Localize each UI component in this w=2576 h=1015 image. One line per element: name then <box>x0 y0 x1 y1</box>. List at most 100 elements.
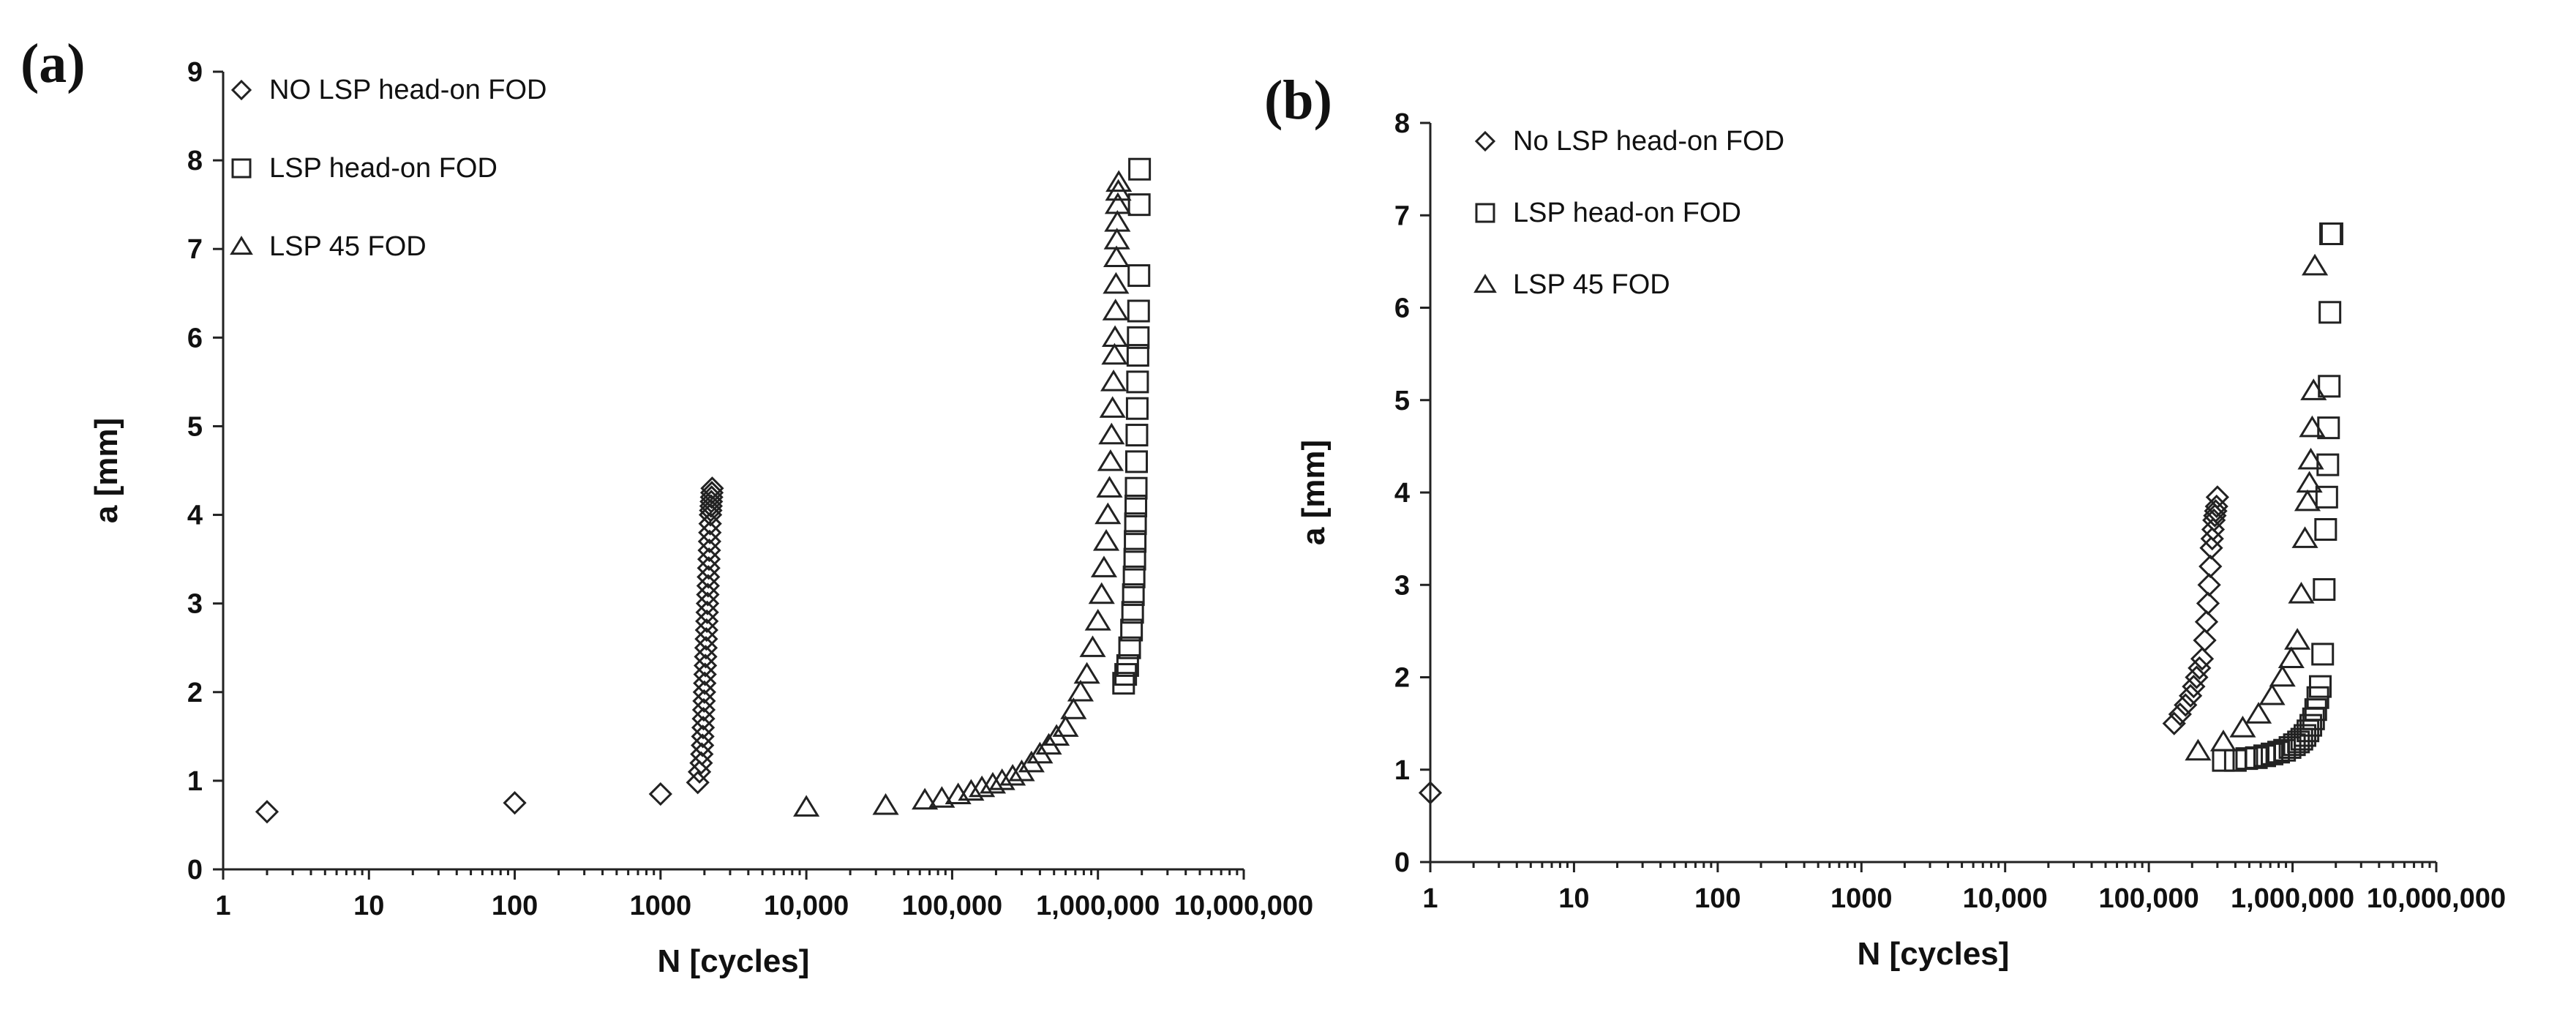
x-tick-label: 10,000 <box>1963 883 2048 914</box>
x-tick-label: 1 <box>1422 883 1438 914</box>
data-point <box>691 724 715 749</box>
data-point <box>1104 192 1132 214</box>
data-point <box>988 768 1015 790</box>
data-point <box>1100 370 1127 392</box>
data-point <box>2245 702 2272 724</box>
data-point <box>696 556 721 580</box>
y-tick-label: 0 <box>187 855 203 885</box>
data-point <box>686 771 710 795</box>
data-point <box>1114 663 1138 686</box>
y-tick-label: 7 <box>187 234 203 265</box>
data-point <box>1124 494 1148 517</box>
legend-marker-triangle <box>1473 274 1497 293</box>
data-point <box>2318 301 2342 324</box>
data-point <box>2297 447 2324 470</box>
legend-marker-diamond <box>1474 130 1496 152</box>
data-point <box>2194 610 2219 634</box>
y-tick-label: 3 <box>1394 570 1410 601</box>
panel-a: (a)1 10 100 1000 10,000 100,000 1,000,000 10,00… <box>20 33 1313 979</box>
x-axis-title: N [cycles] <box>1858 936 2010 972</box>
data-point <box>2185 738 2212 761</box>
data-point <box>2190 647 2215 671</box>
data-point <box>2209 729 2237 752</box>
data-point <box>1090 555 1118 577</box>
x-tick-label: 10 <box>353 891 384 921</box>
data-point <box>2318 375 2341 398</box>
x-tick-label: 100 <box>1694 883 1741 914</box>
data-point <box>691 706 716 731</box>
legend-label: No LSP head-on FOD <box>1513 126 1784 157</box>
data-point <box>691 716 716 740</box>
data-point <box>1120 618 1144 642</box>
data-point <box>2316 453 2340 476</box>
x-tick-label: 1,000,000 <box>2231 883 2354 914</box>
legend-label: LSP 45 FOD <box>1513 269 1670 300</box>
series-square <box>1112 157 1152 695</box>
y-tick-label: 0 <box>1394 847 1410 878</box>
data-point <box>2188 656 2212 680</box>
data-point <box>2182 675 2206 699</box>
data-point <box>2290 727 2313 751</box>
data-point <box>2304 698 2327 722</box>
x-axis-title: N [cycles] <box>658 943 810 979</box>
y-axis-title: a [mm] <box>1296 440 1332 545</box>
data-point <box>1103 271 1130 294</box>
data-point <box>999 763 1026 786</box>
data-point <box>1128 157 1152 181</box>
data-point <box>696 574 721 598</box>
data-point <box>1112 672 1135 695</box>
data-point <box>1121 601 1144 624</box>
data-point <box>1122 565 1146 588</box>
data-point <box>1126 344 1149 367</box>
x-tick-label: 10 <box>1558 883 1589 914</box>
data-point <box>1127 299 1150 323</box>
data-point <box>1116 653 1139 677</box>
data-point <box>2314 518 2337 541</box>
x-tick-label: 100,000 <box>2098 883 2198 914</box>
y-tick-label: 7 <box>1394 201 1410 231</box>
data-point <box>1073 662 1100 684</box>
data-point <box>255 800 279 824</box>
data-point <box>1052 715 1079 737</box>
data-point <box>2168 702 2192 727</box>
data-point <box>979 771 1007 794</box>
data-point <box>694 645 718 669</box>
data-point <box>2302 253 2329 276</box>
data-point <box>2284 628 2311 650</box>
data-point <box>2296 471 2323 493</box>
y-tick-label: 5 <box>1394 386 1410 416</box>
x-tick-label: 10,000 <box>764 891 849 921</box>
data-point <box>691 733 715 757</box>
data-point <box>694 636 718 660</box>
data-point <box>695 600 719 624</box>
data-point <box>2174 693 2198 717</box>
x-tick-label: 1000 <box>1830 883 1893 914</box>
series-triangle <box>793 170 1133 817</box>
data-point <box>1103 245 1130 268</box>
y-tick-label: 2 <box>187 678 203 708</box>
data-point <box>2193 628 2217 653</box>
data-point <box>1122 583 1145 607</box>
data-point <box>1101 342 1128 365</box>
legend-label: LSP 45 FOD <box>269 231 427 262</box>
data-point <box>2269 664 2296 687</box>
data-point <box>1084 609 1111 631</box>
y-tick-label: 1 <box>1394 755 1410 786</box>
data-point <box>698 520 722 544</box>
data-point <box>696 565 721 589</box>
data-point <box>1105 170 1133 192</box>
data-point <box>695 609 719 634</box>
y-tick-label: 4 <box>1394 478 1410 509</box>
data-point <box>1127 193 1151 217</box>
y-tick-label: 6 <box>187 323 203 353</box>
data-point <box>1123 547 1146 571</box>
data-point <box>2185 665 2209 689</box>
series-diamond <box>1418 485 2229 805</box>
data-point <box>698 512 722 536</box>
data-point <box>697 529 722 554</box>
y-tick-label: 2 <box>1394 663 1410 694</box>
data-point <box>696 583 720 607</box>
data-point <box>928 786 955 808</box>
